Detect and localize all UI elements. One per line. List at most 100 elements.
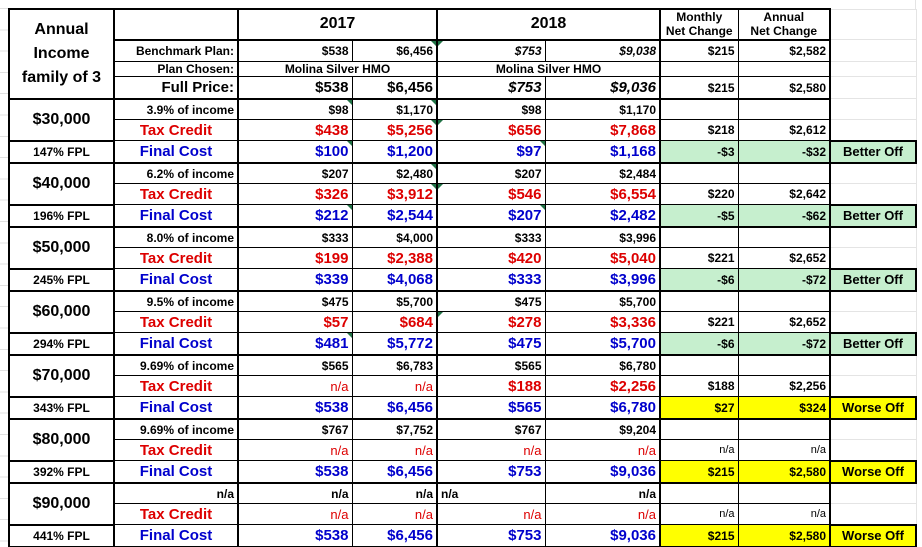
pct-2017-monthly[interactable]: n/a [237,482,353,505]
income-cell[interactable]: $90,000 [8,482,115,526]
tax-credit-annual-net[interactable]: $2,652 [737,247,831,270]
pct-2018-monthly[interactable]: $207 [436,162,546,185]
income-cell[interactable]: $40,000 [8,162,115,206]
empty-cell[interactable] [830,226,917,249]
pct-2017-monthly[interactable]: $333 [237,226,353,249]
final-cost-label[interactable]: Final Cost [113,332,239,356]
pct-2018-monthly[interactable]: $475 [436,290,546,313]
empty-cell[interactable] [659,418,739,441]
tax-credit-2017-monthly[interactable]: n/a [237,375,353,398]
final-cost-monthly-net[interactable]: -$6 [659,268,739,292]
income-cell[interactable]: $70,000 [8,354,115,398]
tax-credit-2018-annual[interactable]: $5,040 [544,247,661,270]
tax-credit-label[interactable]: Tax Credit [113,183,239,206]
status-badge[interactable]: Worse Off [829,395,917,420]
final-cost-2017-monthly[interactable]: $100 [237,140,353,164]
empty-cell[interactable] [737,162,831,185]
final-cost-2017-annual[interactable]: $2,544 [351,204,438,228]
final-cost-annual-net[interactable]: -$72 [737,332,831,356]
pct-of-income-label[interactable]: 8.0% of income [113,226,239,249]
final-cost-2017-annual[interactable]: $4,068 [351,268,438,292]
status-badge[interactable]: Better Off [829,139,917,164]
tax-credit-annual-net[interactable]: $2,652 [737,311,831,334]
final-cost-2017-annual[interactable]: $6,456 [351,460,438,484]
empty-cell[interactable] [113,8,239,41]
fpl-cell[interactable]: 392% FPL [8,459,115,484]
tax-credit-2017-annual[interactable]: $3,912 [351,183,438,206]
pct-2017-monthly[interactable]: $98 [237,98,353,121]
tax-credit-monthly-net[interactable]: $221 [659,247,739,270]
monthly-net-change-header[interactable]: Monthly Net Change [659,8,739,41]
pct-of-income-label[interactable]: 9.69% of income [113,418,239,441]
empty-cell[interactable] [830,39,917,63]
status-badge[interactable]: Better Off [829,331,917,356]
tax-credit-label[interactable]: Tax Credit [113,119,239,142]
year-2018-header[interactable]: 2018 [436,8,661,41]
empty-cell[interactable] [830,183,917,206]
tax-credit-label[interactable]: Tax Credit [113,375,239,398]
empty-cell[interactable] [830,375,917,398]
pct-2017-annual[interactable]: $4,000 [351,226,438,249]
empty-cell[interactable] [830,418,917,441]
empty-cell[interactable] [830,354,917,377]
tax-credit-2018-monthly[interactable]: $656 [436,119,546,142]
pct-of-income-label[interactable]: n/a [113,482,239,505]
pct-2017-monthly[interactable]: $207 [237,162,353,185]
status-badge[interactable]: Worse Off [829,459,917,484]
final-cost-annual-net[interactable]: $2,580 [737,460,831,484]
pct-2018-annual[interactable]: $1,170 [544,98,661,121]
pct-2017-annual[interactable]: $1,170 [351,98,438,121]
full-price-2018-monthly[interactable]: $753 [436,76,546,100]
final-cost-2017-monthly[interactable]: $339 [237,268,353,292]
final-cost-label[interactable]: Final Cost [113,396,239,420]
pct-2017-annual[interactable]: $6,783 [351,354,438,377]
pct-2017-annual[interactable]: $7,752 [351,418,438,441]
pct-2018-monthly[interactable]: $98 [436,98,546,121]
empty-cell[interactable] [830,76,917,100]
empty-cell[interactable] [659,482,739,505]
status-badge[interactable]: Better Off [829,203,917,228]
empty-cell[interactable] [737,98,831,121]
fpl-cell[interactable]: 245% FPL [8,267,115,292]
full-price-label[interactable]: Full Price: [113,76,239,100]
income-cell[interactable]: $50,000 [8,226,115,270]
fpl-cell[interactable]: 294% FPL [8,331,115,356]
empty-cell[interactable] [830,162,917,185]
tax-credit-2017-annual[interactable]: n/a [351,375,438,398]
empty-cell[interactable] [659,61,739,78]
pct-of-income-label[interactable]: 9.69% of income [113,354,239,377]
empty-cell[interactable] [830,311,917,334]
empty-cell[interactable] [737,418,831,441]
tax-credit-2017-monthly[interactable]: $326 [237,183,353,206]
benchmark-monthly-net[interactable]: $215 [659,39,739,63]
final-cost-label[interactable]: Final Cost [113,204,239,228]
income-cell[interactable]: $60,000 [8,290,115,334]
final-cost-monthly-net[interactable]: $215 [659,460,739,484]
empty-cell[interactable] [830,61,917,78]
full-price-2017-annual[interactable]: $6,456 [351,76,438,100]
final-cost-2018-annual[interactable]: $6,780 [544,396,661,420]
empty-cell[interactable] [830,439,917,462]
plan-chosen-label[interactable]: Plan Chosen: [113,61,239,78]
tax-credit-annual-net[interactable]: $2,612 [737,119,831,142]
empty-cell[interactable] [830,290,917,313]
final-cost-annual-net[interactable]: $2,580 [737,524,831,547]
tax-credit-monthly-net[interactable]: n/a [659,439,739,462]
tax-credit-annual-net[interactable]: $2,256 [737,375,831,398]
benchmark-2017-monthly[interactable]: $538 [237,39,353,63]
year-2017-header[interactable]: 2017 [237,8,438,41]
full-price-2017-monthly[interactable]: $538 [237,76,353,100]
final-cost-monthly-net[interactable]: -$5 [659,204,739,228]
tax-credit-annual-net[interactable]: $2,642 [737,183,831,206]
pct-2017-annual[interactable]: n/a [351,482,438,505]
empty-cell[interactable] [737,61,831,78]
fpl-cell[interactable]: 147% FPL [8,139,115,164]
empty-cell[interactable] [737,290,831,313]
empty-cell[interactable] [830,8,917,41]
tax-credit-monthly-net[interactable]: $188 [659,375,739,398]
tax-credit-2017-annual[interactable]: n/a [351,439,438,462]
pct-of-income-label[interactable]: 6.2% of income [113,162,239,185]
final-cost-2018-monthly[interactable]: $207 [436,204,546,228]
tax-credit-annual-net[interactable]: n/a [737,503,831,526]
final-cost-2017-annual[interactable]: $6,456 [351,524,438,547]
